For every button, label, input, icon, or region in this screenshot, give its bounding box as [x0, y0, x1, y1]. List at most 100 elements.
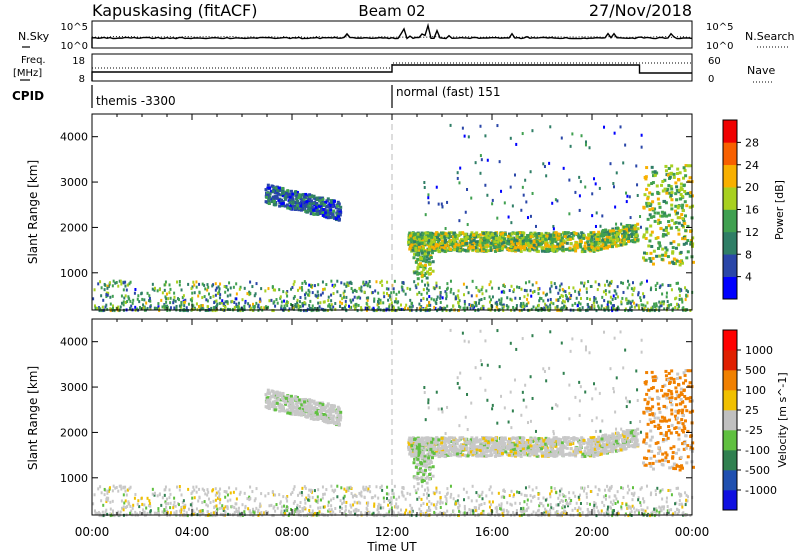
echo-cell	[552, 507, 555, 511]
echo-cell	[350, 510, 353, 514]
echo-cell	[603, 488, 606, 492]
echo-cell	[530, 247, 534, 251]
echo-cell	[326, 209, 330, 213]
echo-cell	[299, 193, 303, 197]
echo-cell	[447, 234, 451, 238]
echo-cell	[501, 307, 504, 311]
echo-cell	[201, 501, 204, 505]
echo-cell	[229, 286, 232, 290]
echo-cell	[161, 496, 164, 500]
echo-cell	[531, 290, 534, 294]
echo-cell	[593, 306, 596, 310]
echo-cell	[494, 237, 498, 241]
echo-cell	[631, 504, 634, 508]
echo-cell	[664, 233, 668, 237]
echo-cell	[369, 285, 372, 289]
echo-cell	[274, 188, 278, 192]
echo-cell	[386, 292, 389, 296]
echo-cell	[100, 294, 103, 298]
echo-cell	[431, 251, 435, 255]
echo-cell	[645, 484, 648, 488]
echo-cell	[440, 202, 443, 206]
echo-cell	[379, 486, 382, 490]
echo-cell	[368, 279, 371, 283]
echo-cell	[585, 492, 588, 496]
echo-cell	[671, 309, 674, 313]
echo-cell	[476, 249, 480, 253]
echo-cell	[461, 231, 465, 235]
echo-cell	[518, 491, 521, 495]
echo-cell	[318, 211, 322, 215]
echo-cell	[645, 251, 649, 255]
echo-cell	[327, 509, 330, 513]
echo-cell	[97, 306, 100, 310]
echo-cell	[401, 281, 404, 285]
echo-cell	[456, 499, 459, 503]
echo-cell	[490, 298, 493, 302]
echo-cell	[617, 305, 620, 309]
echo-cell	[435, 231, 439, 235]
echo-cell	[553, 249, 557, 253]
echo-cell	[635, 164, 638, 168]
echo-cell	[453, 248, 457, 252]
echo-cell	[452, 509, 455, 513]
echo-cell	[446, 509, 449, 513]
echo-cell	[148, 499, 151, 503]
echo-cell	[637, 293, 640, 297]
echo-cell	[579, 501, 582, 505]
echo-cell	[640, 145, 643, 149]
echo-cell	[657, 202, 661, 206]
echo-cell	[314, 202, 318, 206]
echo-cell	[657, 218, 661, 222]
echo-cell	[446, 487, 449, 491]
echo-cell	[195, 507, 198, 511]
echo-cell	[642, 292, 645, 296]
echo-cell	[630, 235, 634, 239]
echo-cell	[585, 514, 588, 518]
echo-cell	[310, 490, 313, 494]
echo-cell	[450, 231, 454, 235]
echo-cell	[332, 510, 335, 514]
echo-cell	[288, 195, 292, 199]
echo-cell	[426, 486, 429, 490]
echo-cell	[259, 502, 262, 506]
echo-cell	[365, 501, 368, 505]
echo-cell	[520, 510, 523, 514]
echo-cell	[526, 238, 530, 242]
echo-cell	[678, 294, 681, 298]
echo-cell	[542, 299, 545, 303]
echo-cell	[303, 300, 306, 304]
echo-cell	[439, 248, 443, 252]
echo-cell	[127, 500, 130, 504]
echo-cell	[207, 285, 210, 289]
echo-cell	[163, 493, 166, 497]
echo-cell	[458, 504, 461, 508]
echo-cell	[223, 284, 226, 288]
echo-cell	[388, 303, 391, 307]
echo-cell	[311, 512, 314, 516]
echo-cell	[177, 503, 180, 507]
echo-cell	[682, 242, 686, 246]
echo-cell	[415, 270, 419, 274]
cpid-strip: CPID themis -3300 normal (fast) 151	[12, 85, 500, 108]
echo-cell	[105, 293, 108, 297]
y-tick-label: 1000	[60, 267, 88, 280]
echo-cell	[544, 302, 547, 306]
echo-cell	[548, 248, 552, 252]
echo-cell	[364, 306, 367, 310]
echo-cell	[483, 241, 487, 245]
echo-cell	[609, 236, 613, 240]
echo-cell	[226, 499, 229, 503]
echo-cell	[480, 288, 483, 292]
echo-cell	[659, 304, 662, 308]
echo-cell	[520, 234, 524, 238]
echo-cell	[480, 158, 483, 162]
echo-cell	[298, 300, 301, 304]
echo-cell	[425, 254, 429, 258]
echo-cell	[575, 501, 578, 505]
echo-cell	[522, 510, 525, 514]
echo-cell	[489, 485, 492, 489]
echo-cell	[360, 490, 363, 494]
echo-cell	[533, 289, 536, 293]
echo-cell	[648, 239, 652, 243]
